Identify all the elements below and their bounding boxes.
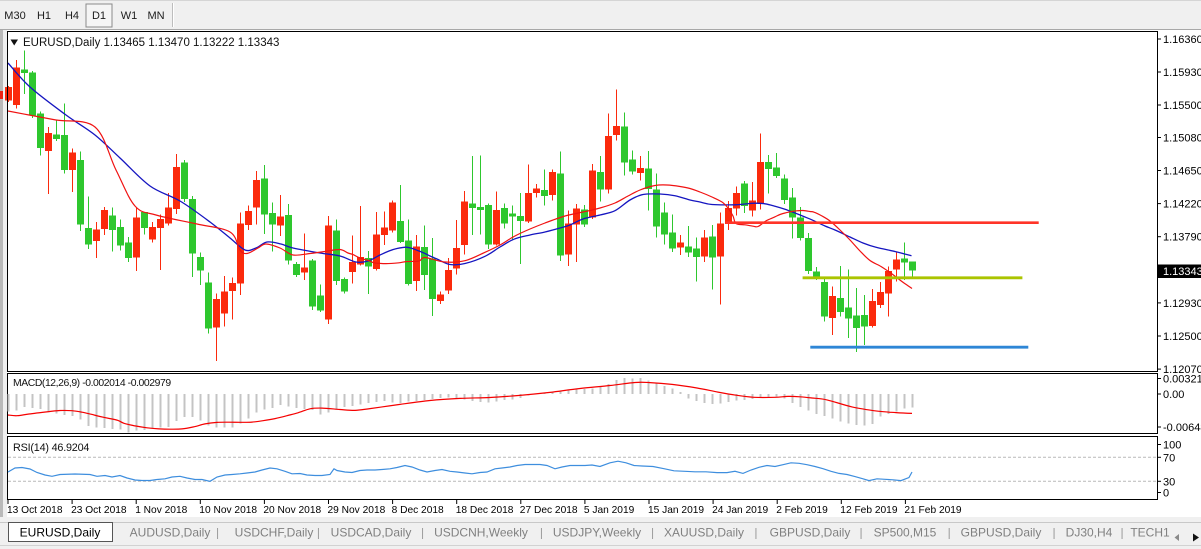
svg-text:MACD(12,26,9) -0.002014 -0.002: MACD(12,26,9) -0.002014 -0.002979 (13, 378, 171, 389)
svg-text:0: 0 (1163, 488, 1169, 500)
svg-text:1.14220: 1.14220 (1163, 199, 1201, 211)
svg-text:SP500,M15: SP500,M15 (874, 526, 937, 540)
svg-text:30: 30 (1163, 476, 1175, 488)
svg-text:USDJPY,Weekly: USDJPY,Weekly (553, 526, 641, 540)
svg-text:AUDUSD,Daily: AUDUSD,Daily (130, 526, 211, 540)
svg-text:10 Nov 2018: 10 Nov 2018 (199, 505, 257, 516)
svg-text:|: | (317, 526, 320, 540)
svg-text:18 Dec 2018: 18 Dec 2018 (456, 505, 514, 516)
svg-text:|: | (216, 526, 219, 540)
svg-text:29 Nov 2018: 29 Nov 2018 (328, 505, 386, 516)
svg-text:|: | (651, 526, 654, 540)
svg-text:100: 100 (1163, 440, 1181, 452)
svg-text:1.14650: 1.14650 (1163, 166, 1201, 178)
svg-text:USDCAD,Daily: USDCAD,Daily (331, 526, 412, 540)
svg-text:20 Nov 2018: 20 Nov 2018 (263, 505, 321, 516)
svg-text:1.12500: 1.12500 (1163, 331, 1201, 343)
svg-text:|: | (948, 526, 951, 540)
svg-text:15 Jan 2019: 15 Jan 2019 (648, 505, 704, 516)
svg-text:1.15500: 1.15500 (1163, 100, 1201, 112)
svg-text:1 Nov 2018: 1 Nov 2018 (135, 505, 187, 516)
svg-text:USDCHF,Daily: USDCHF,Daily (235, 526, 314, 540)
svg-text:1.12070: 1.12070 (1163, 364, 1201, 376)
svg-text:MN: MN (147, 10, 164, 22)
svg-text:XAUUSD,Daily: XAUUSD,Daily (664, 526, 744, 540)
svg-text:USDCNH,Weekly: USDCNH,Weekly (434, 526, 528, 540)
svg-text:EURUSD,Daily 1.13465 1.13470: EURUSD,Daily 1.13465 1.13470 1.13222 1.1… (23, 37, 279, 49)
svg-text:0.00: 0.00 (1163, 389, 1184, 401)
svg-text:|: | (754, 526, 757, 540)
svg-text:|: | (1121, 526, 1124, 540)
svg-text:GBPUSD,Daily: GBPUSD,Daily (961, 526, 1042, 540)
svg-text:|: | (859, 526, 862, 540)
svg-text:|: | (421, 526, 424, 540)
svg-text:W1: W1 (121, 10, 138, 22)
svg-text:0.003216: 0.003216 (1163, 374, 1201, 386)
svg-text:1.13790: 1.13790 (1163, 232, 1201, 244)
svg-text:-0.006485: -0.006485 (1163, 422, 1201, 434)
svg-text:1.16360: 1.16360 (1163, 34, 1201, 46)
svg-text:D1: D1 (92, 10, 106, 22)
svg-text:|: | (540, 526, 543, 540)
svg-text:2 Feb 2019: 2 Feb 2019 (776, 505, 828, 516)
svg-text:21 Feb 2019: 21 Feb 2019 (904, 505, 962, 516)
svg-text:24 Jan 2019: 24 Jan 2019 (712, 505, 768, 516)
svg-text:70: 70 (1163, 452, 1175, 464)
svg-text:5 Jan 2019: 5 Jan 2019 (584, 505, 635, 516)
svg-text:H1: H1 (37, 10, 51, 22)
svg-text:1.12930: 1.12930 (1163, 298, 1201, 310)
svg-text:12 Feb 2019: 12 Feb 2019 (840, 505, 898, 516)
svg-text:1.15930: 1.15930 (1163, 67, 1201, 79)
svg-text:23 Oct 2018: 23 Oct 2018 (71, 505, 127, 516)
svg-text:M30: M30 (4, 10, 25, 22)
svg-text:DJ30,H4: DJ30,H4 (1066, 526, 1113, 540)
svg-text:13 Oct 2018: 13 Oct 2018 (7, 505, 63, 516)
svg-text:8 Dec 2018: 8 Dec 2018 (392, 505, 444, 516)
svg-text:27 Dec 2018: 27 Dec 2018 (520, 505, 578, 516)
svg-text:EURUSD,Daily: EURUSD,Daily (20, 526, 101, 540)
svg-text:1.15080: 1.15080 (1163, 133, 1201, 145)
svg-text:GBPUSD,Daily: GBPUSD,Daily (770, 526, 851, 540)
svg-text:TECH1: TECH1 (1130, 526, 1170, 540)
svg-text:H4: H4 (65, 10, 79, 22)
svg-text:|: | (1053, 526, 1056, 540)
svg-text:1.13343: 1.13343 (1163, 266, 1201, 278)
svg-text:RSI(14) 46.9204: RSI(14) 46.9204 (13, 442, 89, 454)
